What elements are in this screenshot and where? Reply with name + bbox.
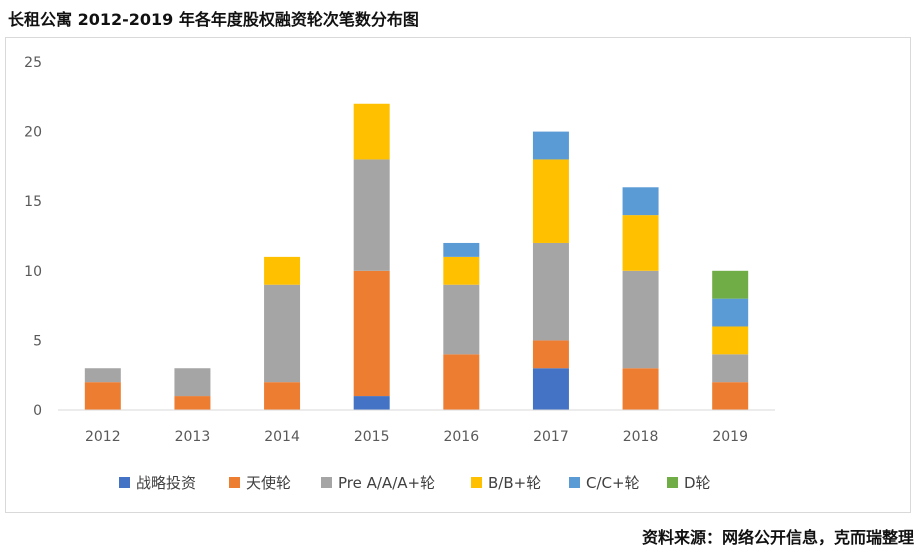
bar-segment [353, 103, 390, 160]
legend-swatch [471, 477, 482, 488]
x-tick-label: 2019 [712, 429, 748, 445]
bar-segment [443, 354, 480, 410]
legend-label: C/C+轮 [586, 474, 640, 492]
legend-swatch [569, 477, 580, 488]
bar-segment [622, 368, 659, 410]
legend-swatch [667, 477, 678, 488]
bar-segment [84, 382, 121, 410]
page-title: 长租公寓 2012-2019 年各年度股权融资轮次笔数分布图 [8, 10, 419, 29]
bar-segment [174, 368, 211, 397]
y-tick-label: 0 [33, 403, 42, 419]
legend-item: 天使轮 [229, 474, 291, 492]
bar-segment [353, 270, 390, 397]
bar-segment [532, 340, 569, 369]
x-tick-label: 2013 [175, 429, 211, 445]
legend-item: 战略投资 [119, 474, 196, 492]
x-tick-label: 2016 [443, 429, 479, 445]
source-note: 资料来源：网络公开信息，克而瑞整理 [641, 528, 914, 547]
bar-segment [264, 382, 301, 410]
bar-segment [532, 242, 569, 341]
legend-item: Pre A/A/A+轮 [321, 474, 435, 492]
bar-segment [264, 256, 301, 285]
bar-segment [264, 284, 301, 383]
y-tick-label: 10 [24, 264, 42, 280]
bar-segment [712, 326, 749, 355]
bar-segment [443, 242, 480, 257]
y-tick-label: 20 [24, 125, 42, 141]
bar-segment [443, 284, 480, 355]
legend-label: Pre A/A/A+轮 [338, 474, 435, 492]
legend-label: 战略投资 [136, 474, 196, 492]
legend-item: C/C+轮 [569, 474, 640, 492]
x-tick-label: 2012 [85, 429, 121, 445]
x-tick-label: 2017 [533, 429, 569, 445]
legend-item: B/B+轮 [471, 474, 541, 492]
y-tick-label: 15 [24, 194, 42, 210]
legend-swatch [119, 477, 130, 488]
bar-segment [353, 396, 390, 410]
bar-segment [443, 256, 480, 285]
legend-label: B/B+轮 [488, 474, 541, 492]
legend-label: 天使轮 [246, 474, 291, 492]
bar-segment [84, 368, 121, 383]
bar-segment [622, 270, 659, 369]
y-tick-label: 5 [33, 333, 42, 349]
bars-group [84, 103, 749, 410]
x-tick-label: 2015 [354, 429, 390, 445]
legend: 战略投资 天使轮 Pre A/A/A+轮 B/B+轮 C/C+轮 D轮 [119, 474, 711, 492]
bar-segment [712, 354, 749, 383]
legend-swatch [321, 477, 332, 488]
legend-label: D轮 [684, 474, 711, 492]
legend-item: D轮 [667, 474, 711, 492]
bar-segment [174, 396, 211, 410]
bar-segment [353, 159, 390, 271]
bar-segment [532, 159, 569, 243]
legend-swatch [229, 477, 240, 488]
bar-segment [712, 298, 749, 327]
x-axis-ticks: 2012 2013 2014 2015 2016 2017 2018 2019 [85, 429, 748, 445]
bar-segment [532, 131, 569, 160]
bar-segment [712, 382, 749, 410]
y-tick-label: 25 [24, 55, 42, 71]
y-axis-ticks: 0 5 10 15 20 25 [24, 55, 42, 419]
x-tick-label: 2014 [264, 429, 300, 445]
bar-segment [622, 187, 659, 216]
x-tick-label: 2018 [623, 429, 659, 445]
bar-segment [712, 270, 749, 299]
bar-segment [532, 368, 569, 410]
bar-segment [622, 215, 659, 271]
